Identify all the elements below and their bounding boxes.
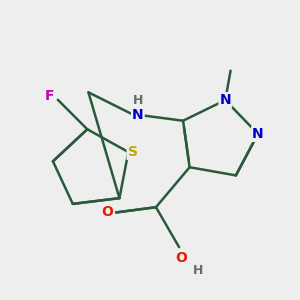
Text: O: O <box>175 251 187 265</box>
Text: O: O <box>102 206 113 220</box>
Text: S: S <box>128 145 138 159</box>
Text: N: N <box>132 109 144 122</box>
Text: H: H <box>133 94 143 107</box>
Text: H: H <box>193 264 203 277</box>
Text: N: N <box>220 93 231 107</box>
Text: F: F <box>45 88 54 103</box>
Text: N: N <box>252 127 264 141</box>
